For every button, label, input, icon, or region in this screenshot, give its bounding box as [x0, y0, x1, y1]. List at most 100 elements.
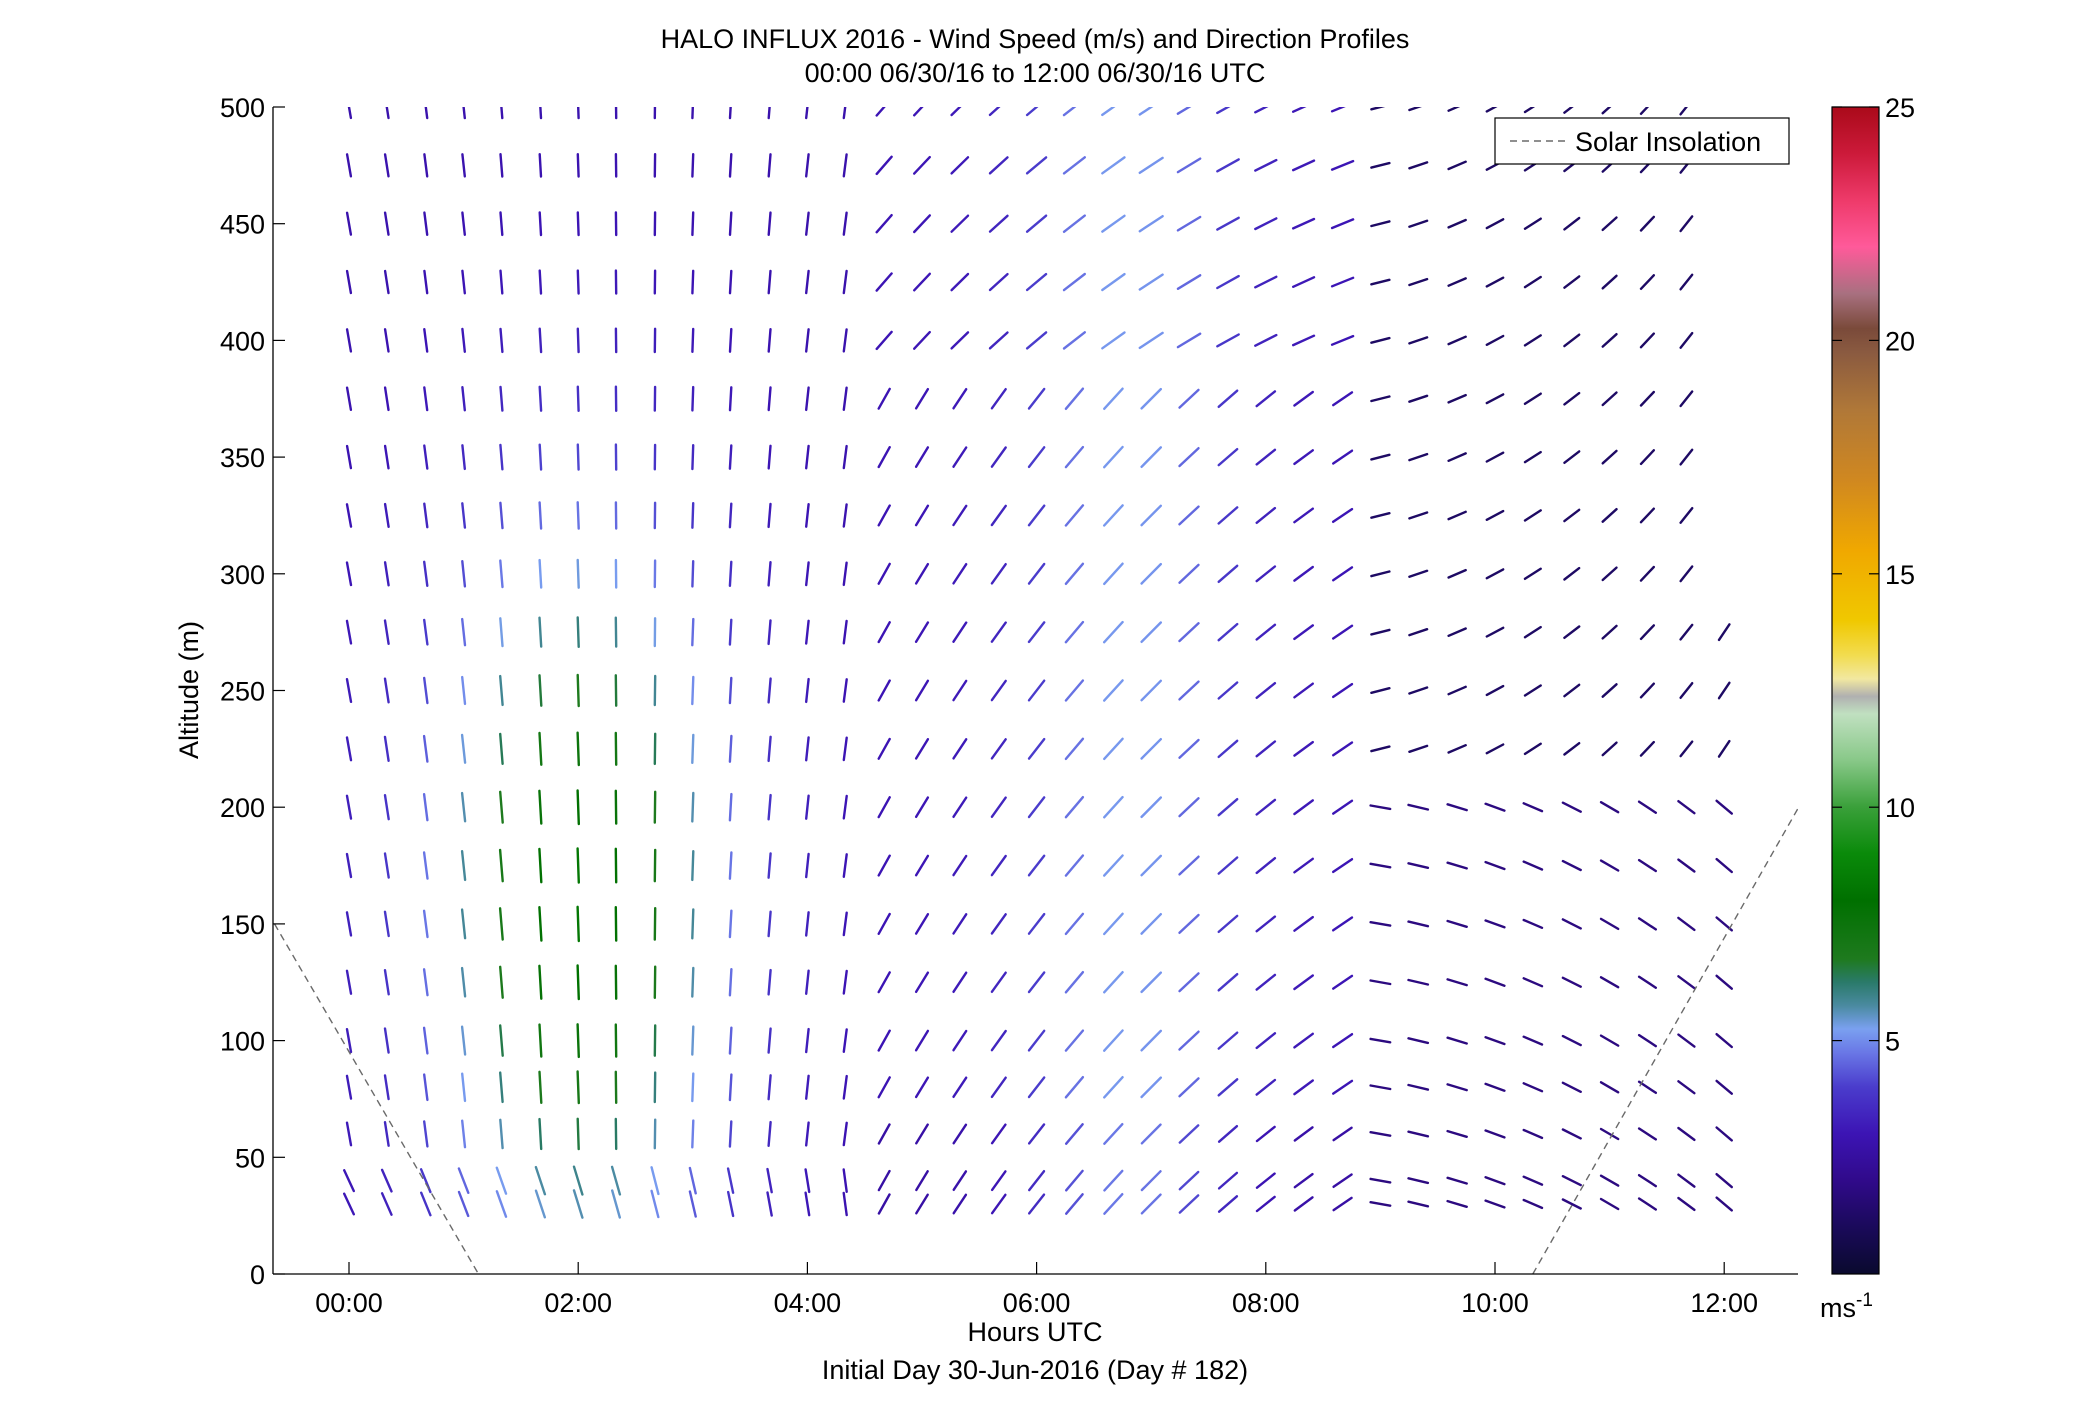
wind-barb — [1216, 333, 1240, 348]
wind-barb — [842, 153, 848, 178]
wind-barb — [1064, 679, 1085, 702]
wind-barb — [576, 964, 580, 1001]
wind-barb — [990, 1029, 1007, 1052]
wind-barb — [1369, 804, 1392, 811]
wind-barb — [422, 734, 429, 763]
wind-barb — [1025, 331, 1048, 350]
wind-barb — [913, 155, 931, 175]
wind-barb — [1639, 565, 1656, 582]
wind-barb — [990, 796, 1007, 818]
wind-barb — [842, 794, 848, 820]
wind-barb — [1027, 1193, 1046, 1215]
wind-barb — [347, 107, 353, 120]
wind-barb — [1523, 567, 1542, 580]
wind-barb — [875, 155, 893, 176]
wind-barb — [767, 444, 772, 470]
wind-barb — [1484, 977, 1506, 987]
wind-barb — [1677, 858, 1696, 873]
wind-barb — [1408, 394, 1429, 403]
wind-barb — [1601, 333, 1618, 348]
wind-barb — [1178, 1170, 1200, 1191]
wind-barb — [1293, 507, 1315, 524]
wind-barb — [1485, 393, 1505, 405]
wind-barb — [1679, 682, 1694, 699]
wind-barb — [538, 558, 543, 589]
wind-barb — [728, 107, 732, 120]
wind-barb — [691, 502, 695, 529]
wind-barb — [805, 153, 810, 178]
wind-barb — [1715, 799, 1734, 815]
wind-barb — [1027, 971, 1046, 994]
wind-barb — [1064, 504, 1085, 527]
wind-barb — [499, 327, 504, 354]
y-ticks: 0 50 100 150 200 250 300 350 400 450 500 — [220, 93, 285, 1290]
wind-barb — [875, 107, 886, 117]
wind-barb — [383, 969, 390, 996]
wind-barb — [1255, 740, 1277, 758]
wind-barb — [767, 211, 772, 237]
wind-barb — [1601, 107, 1612, 115]
wind-barb — [952, 971, 968, 993]
wind-barb — [990, 971, 1007, 993]
wind-barb — [767, 735, 772, 763]
wind-barb — [1102, 1075, 1124, 1099]
wind-barb — [728, 792, 733, 822]
y-tick-label: 150 — [220, 910, 265, 940]
wind-barb — [1561, 859, 1582, 872]
wind-barb — [1447, 335, 1467, 346]
wind-barb — [1064, 796, 1085, 819]
y-tick-label: 500 — [220, 93, 265, 123]
wind-barb — [1293, 1126, 1314, 1142]
wind-barb — [383, 386, 390, 412]
wind-barb — [1522, 1175, 1544, 1186]
wind-barb — [1679, 448, 1694, 466]
wind-barb — [1291, 276, 1316, 288]
wind-barb — [805, 736, 810, 762]
wind-barb — [1101, 272, 1126, 292]
wind-barb — [345, 561, 353, 587]
wind-barb — [877, 1029, 891, 1052]
wind-barb — [1679, 390, 1694, 408]
wind-barb — [1408, 277, 1429, 287]
wind-barb — [728, 152, 733, 178]
wind-barb — [1369, 862, 1392, 869]
wind-barb — [1485, 107, 1498, 113]
wind-barb — [952, 1170, 968, 1192]
wind-barb — [1370, 745, 1391, 753]
wind-barb — [538, 152, 543, 178]
wind-barb — [345, 1121, 353, 1147]
wind-barb — [1561, 976, 1582, 988]
wind-barb — [950, 214, 970, 233]
wind-barb — [766, 1191, 773, 1217]
wind-barb — [877, 912, 891, 935]
wind-barb — [1523, 684, 1542, 697]
wind-barb — [1599, 1081, 1620, 1094]
wind-barb — [576, 1023, 580, 1059]
wind-barb — [460, 850, 467, 882]
wind-barb — [1025, 107, 1039, 117]
wind-barb — [952, 913, 968, 935]
wind-barb — [842, 678, 848, 703]
wind-barb — [1331, 682, 1354, 699]
wind-barb — [913, 107, 924, 117]
wind-barb — [1291, 217, 1316, 230]
wind-barb — [1679, 507, 1694, 524]
wind-barb — [610, 1165, 622, 1196]
wind-barb — [1138, 331, 1164, 350]
wind-barb — [1407, 1130, 1430, 1138]
wind-barb — [1408, 628, 1429, 637]
x-axis-sublabel: Initial Day 30-Jun-2016 (Day # 182) — [822, 1355, 1248, 1385]
wind-barb — [766, 1167, 773, 1194]
wind-barb — [1485, 626, 1505, 638]
wind-barb — [767, 1120, 772, 1148]
wind-barb — [1293, 1196, 1314, 1212]
wind-barb — [1216, 107, 1231, 115]
wind-barb — [1101, 331, 1126, 350]
wind-barb — [1064, 737, 1085, 761]
wind-barb — [1601, 391, 1618, 407]
wind-barb — [460, 733, 467, 764]
wind-barb — [1255, 390, 1277, 408]
wind-barb — [952, 388, 968, 410]
wind-barb — [1715, 1079, 1734, 1095]
wind-barb — [1408, 452, 1429, 462]
